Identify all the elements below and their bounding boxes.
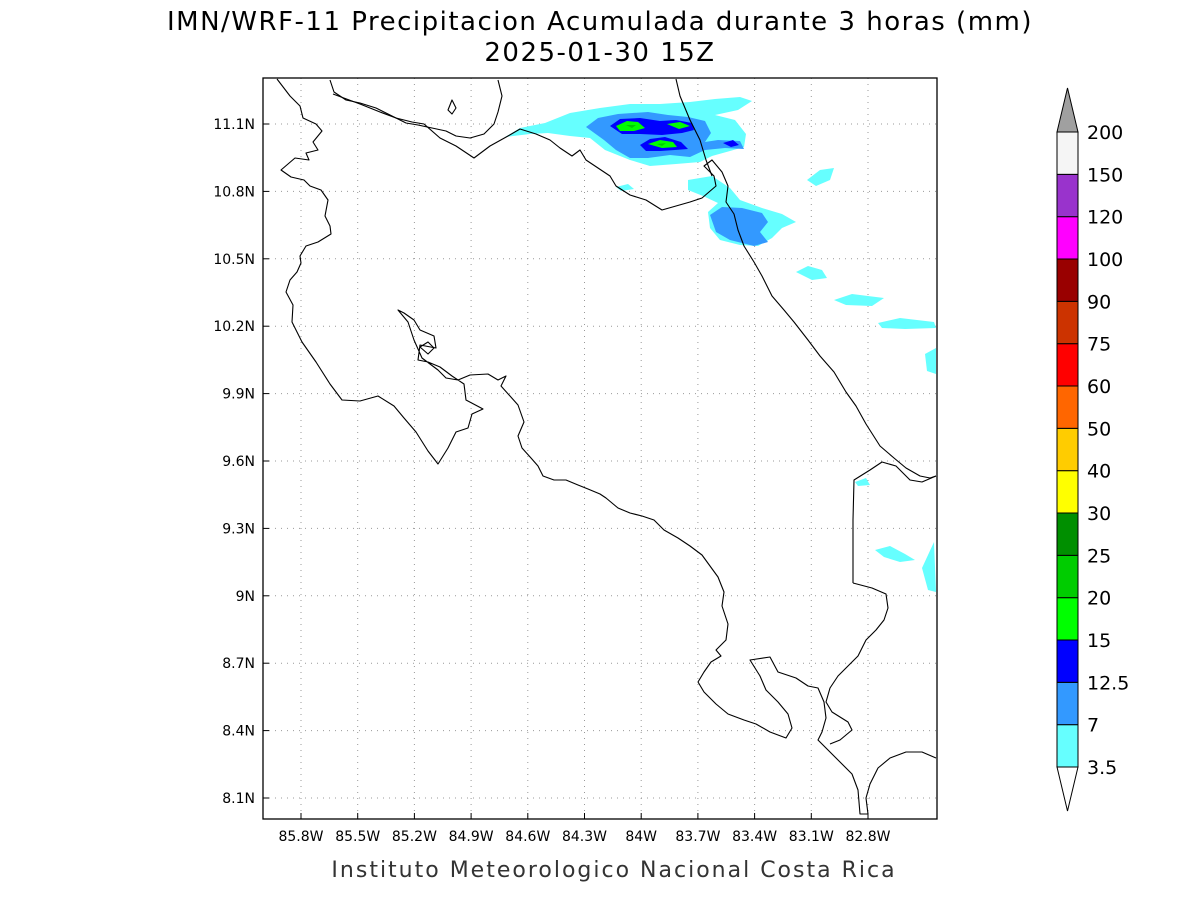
precip-core-east (710, 207, 768, 246)
precip-band-20 (626, 125, 666, 146)
y-tick-label: 8.1N (222, 791, 255, 807)
x-tick-label: 85.2W (392, 829, 437, 845)
colorbar-label: 200 (1087, 122, 1123, 144)
gulf-island (419, 341, 435, 355)
longitude-axis: 85.8W 85.5W 85.2W 84.9W 84.6W 84.3W 84W 83.7W 83… (278, 813, 891, 845)
colorbar-box (1056, 258, 1079, 302)
x-tick-label: 85.8W (278, 829, 323, 845)
panama-border (852, 461, 937, 583)
y-tick-label: 9.9N (222, 387, 255, 403)
panama-coast (825, 582, 889, 745)
precip-area-small-6 (855, 478, 870, 486)
colorbar-label: 50 (1087, 418, 1111, 440)
precip-max-1 (626, 125, 636, 128)
precip-area-small-3 (796, 266, 827, 280)
colorbar-label: 100 (1087, 249, 1123, 271)
colorbar-label: 3.5 (1087, 757, 1117, 779)
colorbar-box (1056, 597, 1079, 641)
latitude-axis: 11.1N 10.8N 10.5N 10.2N 9.9N 9.6N 9.3N 9N 8.7N 8.… (213, 117, 269, 807)
colorbar-label: 20 (1087, 588, 1111, 610)
colorbar-box (1056, 512, 1079, 556)
x-tick-label: 83.1W (789, 829, 834, 845)
y-tick-label: 8.4N (222, 724, 255, 740)
precip-area-small-5 (878, 318, 936, 329)
x-tick-label: 84.3W (562, 829, 607, 845)
coastline-layer (276, 78, 937, 815)
colorbar-label: 90 (1087, 291, 1111, 313)
precip-area-small-4 (834, 294, 884, 306)
pacific-coast (276, 78, 937, 815)
colorbar-label: 150 (1087, 164, 1123, 186)
colorbar-box (1056, 216, 1079, 260)
colorbar-label: 7 (1087, 715, 1099, 737)
caribbean-coast-north (675, 78, 713, 177)
colorbar-label: 60 (1087, 376, 1111, 398)
map-frame (262, 77, 938, 820)
colorbar-box (1056, 639, 1079, 683)
y-tick-label: 9.6N (222, 454, 255, 470)
precip-area-edge-2 (922, 542, 936, 592)
precip-area-small-1 (807, 168, 834, 186)
colorbar-box (1056, 724, 1079, 768)
map-valid-time: 2025-01-30 15Z (484, 38, 715, 68)
precipitation-colorbar: 3.5 7 12.5 15 20 25 30 40 50 60 75 90 100 120 150 200 (1056, 87, 1129, 812)
x-tick-label: 82.8W (845, 829, 890, 845)
colorbar-box (1056, 427, 1079, 472)
colorbar-box (1056, 470, 1079, 514)
x-tick-label: 84.9W (449, 829, 494, 845)
footer-credit: Instituto Meteorologico Nacional Costa R… (331, 858, 896, 883)
precip-intense-3 (723, 140, 739, 147)
x-tick-label: 84.6W (505, 829, 550, 845)
lake-island (447, 99, 457, 115)
precip-area-edge-1 (925, 348, 936, 374)
colorbar-label: 75 (1087, 334, 1111, 356)
colorbar-box (1056, 681, 1079, 726)
colorbar-label: 120 (1087, 207, 1123, 229)
colorbar-label: 12.5 (1087, 672, 1129, 694)
precip-peak-2 (667, 122, 690, 129)
colorbar-box (1056, 300, 1079, 345)
colorbar-min-arrow (1056, 766, 1079, 812)
x-tick-label: 83.4W (732, 829, 777, 845)
nicaragua-border (332, 93, 937, 479)
y-tick-label: 8.7N (222, 656, 255, 672)
y-tick-label: 10.2N (213, 319, 255, 335)
map-title: IMN/WRF-11 Precipitacion Acumulada duran… (167, 7, 1033, 37)
y-tick-label: 10.5N (213, 252, 255, 268)
colorbar-box (1056, 131, 1079, 175)
precip-max-2 (657, 143, 666, 146)
y-tick-label: 11.1N (213, 117, 255, 133)
colorbar-label: 15 (1087, 630, 1111, 652)
precipitation-field (505, 97, 936, 592)
x-tick-label: 83.7W (675, 829, 720, 845)
colorbar-box (1056, 554, 1079, 599)
colorbar-max-arrow (1056, 87, 1079, 133)
colorbar-label: 30 (1087, 503, 1111, 525)
colorbar-label: 25 (1087, 545, 1111, 567)
y-tick-label: 9N (236, 589, 255, 605)
y-tick-label: 9.3N (222, 521, 255, 537)
colorbar-box (1056, 385, 1079, 429)
x-tick-label: 84W (625, 829, 657, 845)
x-tick-label: 85.5W (335, 829, 380, 845)
y-tick-label: 10.8N (213, 184, 255, 200)
map-plot-area (263, 78, 937, 819)
colorbar-label: 40 (1087, 461, 1111, 483)
colorbar-box (1056, 173, 1079, 218)
colorbar-box (1056, 343, 1079, 387)
precip-area-small-7 (875, 546, 915, 562)
